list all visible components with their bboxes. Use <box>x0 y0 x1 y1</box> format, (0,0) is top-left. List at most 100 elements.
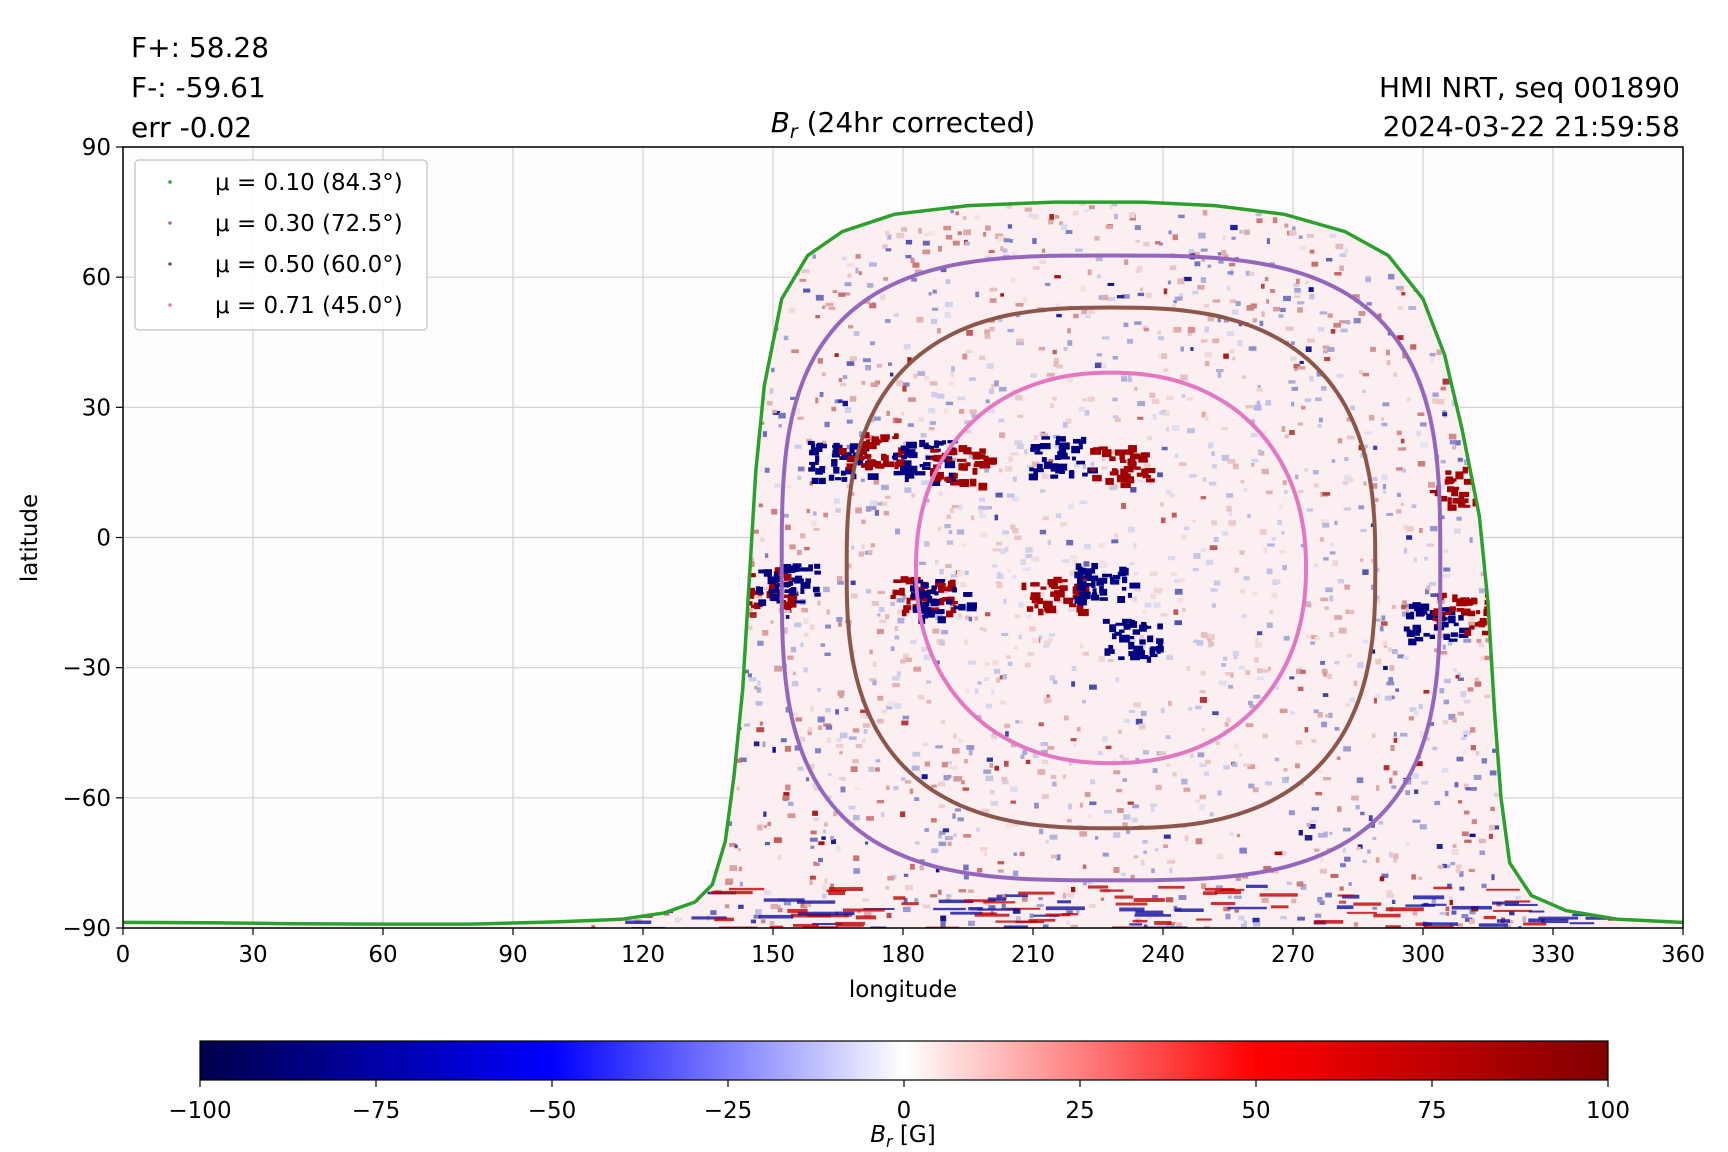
field-pixel <box>763 811 767 817</box>
field-pixel <box>914 797 920 802</box>
x-tick-label: 300 <box>1401 942 1445 968</box>
field-pixel <box>1247 514 1251 519</box>
field-pixel <box>814 787 821 791</box>
field-pixel <box>756 687 762 693</box>
active-region-pixel <box>1126 479 1135 484</box>
field-pixel <box>974 616 979 621</box>
field-pixel <box>738 866 743 872</box>
active-region-pixel <box>1060 579 1068 583</box>
field-pixel <box>1314 913 1322 918</box>
field-pixel <box>1249 271 1255 276</box>
active-region-pixel <box>977 454 986 459</box>
active-region-pixel <box>1127 592 1132 598</box>
field-pixel <box>1236 833 1241 838</box>
active-region-pixel <box>899 587 905 596</box>
field-pixel <box>1283 767 1288 772</box>
active-region-pixel <box>1432 610 1438 616</box>
field-pixel <box>1489 770 1497 776</box>
field-pixel <box>1078 407 1086 412</box>
field-pixel <box>1061 224 1068 231</box>
field-pixel <box>1463 638 1472 643</box>
field-pixel <box>1201 258 1206 262</box>
field-pixel <box>966 329 973 336</box>
field-pixel <box>1289 429 1295 435</box>
field-pixel <box>1054 275 1061 279</box>
field-pixel <box>1432 398 1438 404</box>
field-pixel <box>1084 792 1091 798</box>
field-pixel <box>1315 397 1322 402</box>
field-pixel <box>1459 886 1465 891</box>
field-pixel <box>940 921 946 927</box>
field-pixel <box>1298 235 1303 239</box>
field-pixel <box>1251 462 1255 467</box>
field-pixel <box>1068 608 1076 612</box>
polar-streak <box>796 900 836 904</box>
polar-streak <box>1346 911 1377 914</box>
x-tick-label: 0 <box>116 942 131 968</box>
active-region-pixel <box>1045 605 1057 614</box>
field-pixel <box>1375 618 1381 622</box>
active-region-pixel <box>953 472 958 479</box>
field-pixel <box>975 291 980 298</box>
field-pixel <box>1200 248 1208 252</box>
field-pixel <box>783 335 789 341</box>
field-pixel <box>1257 449 1262 455</box>
field-pixel <box>824 421 830 428</box>
field-pixel <box>1243 763 1251 767</box>
field-pixel <box>1358 370 1364 375</box>
field-pixel <box>1454 782 1459 788</box>
field-pixel <box>1274 686 1280 690</box>
field-pixel <box>1339 886 1344 891</box>
field-pixel <box>1125 829 1131 834</box>
active-region-pixel <box>1104 648 1111 656</box>
field-pixel <box>1266 622 1273 628</box>
field-pixel <box>1115 677 1120 683</box>
active-region-pixel <box>786 565 792 574</box>
field-pixel <box>1006 655 1011 659</box>
field-pixel <box>1157 336 1164 341</box>
field-pixel <box>1055 303 1061 309</box>
field-pixel <box>1002 893 1007 900</box>
field-pixel <box>1382 488 1387 495</box>
field-pixel <box>1121 872 1126 877</box>
field-pixel <box>1199 690 1206 694</box>
field-pixel <box>777 908 783 913</box>
x-axis-label: longitude <box>849 977 957 1003</box>
field-pixel <box>1456 756 1464 762</box>
active-region-pixel <box>896 459 906 468</box>
field-pixel <box>1036 903 1044 907</box>
active-region-pixel <box>986 457 998 465</box>
field-pixel <box>1143 924 1148 928</box>
field-pixel <box>800 902 808 909</box>
field-pixel <box>1246 305 1254 311</box>
field-pixel <box>977 681 982 685</box>
field-pixel <box>1342 481 1348 486</box>
field-pixel <box>1473 774 1482 780</box>
field-pixel <box>812 511 817 516</box>
field-pixel <box>1424 393 1429 399</box>
field-pixel <box>824 652 831 657</box>
field-pixel <box>1155 784 1162 791</box>
field-pixel <box>1481 758 1487 764</box>
field-pixel <box>1198 804 1205 811</box>
field-pixel <box>861 544 865 550</box>
field-pixel <box>1439 911 1446 915</box>
field-pixel <box>1256 400 1261 407</box>
active-region-pixel <box>833 466 840 474</box>
field-pixel <box>1469 833 1476 838</box>
active-region-pixel <box>1477 621 1487 626</box>
active-region-pixel <box>753 590 758 594</box>
field-pixel <box>799 278 807 282</box>
field-pixel <box>1277 519 1283 526</box>
field-pixel <box>830 883 834 889</box>
field-pixel <box>984 332 991 339</box>
active-region-pixel <box>1144 468 1156 474</box>
field-pixel <box>1180 374 1188 381</box>
field-pixel <box>940 640 945 646</box>
active-region-pixel <box>871 436 879 444</box>
field-pixel <box>1337 438 1343 444</box>
field-pixel <box>1344 248 1349 253</box>
active-region-pixel <box>808 564 813 572</box>
field-pixel <box>873 416 881 421</box>
field-pixel <box>858 551 865 557</box>
